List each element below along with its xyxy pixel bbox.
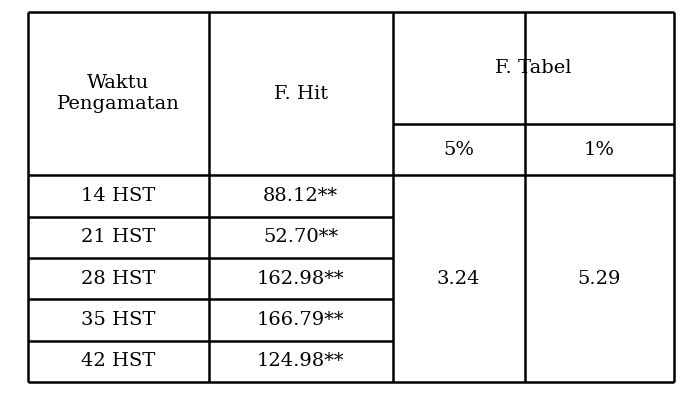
Text: 5%: 5%	[443, 141, 474, 159]
Text: F. Hit: F. Hit	[274, 85, 327, 102]
Text: 42 HST: 42 HST	[81, 353, 156, 370]
Text: 21 HST: 21 HST	[81, 229, 156, 246]
Text: 28 HST: 28 HST	[81, 270, 156, 288]
Text: F. Tabel: F. Tabel	[495, 59, 572, 77]
Text: 3.24: 3.24	[437, 270, 480, 288]
Text: 124.98**: 124.98**	[257, 353, 344, 370]
Text: 1%: 1%	[584, 141, 615, 159]
Text: 52.70**: 52.70**	[263, 229, 338, 246]
Text: 14 HST: 14 HST	[81, 187, 156, 205]
Text: 162.98**: 162.98**	[257, 270, 344, 288]
Text: 5.29: 5.29	[578, 270, 621, 288]
Text: 88.12**: 88.12**	[263, 187, 338, 205]
Text: 35 HST: 35 HST	[81, 311, 156, 329]
Text: 166.79**: 166.79**	[257, 311, 344, 329]
Text: Waktu
Pengamatan: Waktu Pengamatan	[57, 74, 179, 113]
